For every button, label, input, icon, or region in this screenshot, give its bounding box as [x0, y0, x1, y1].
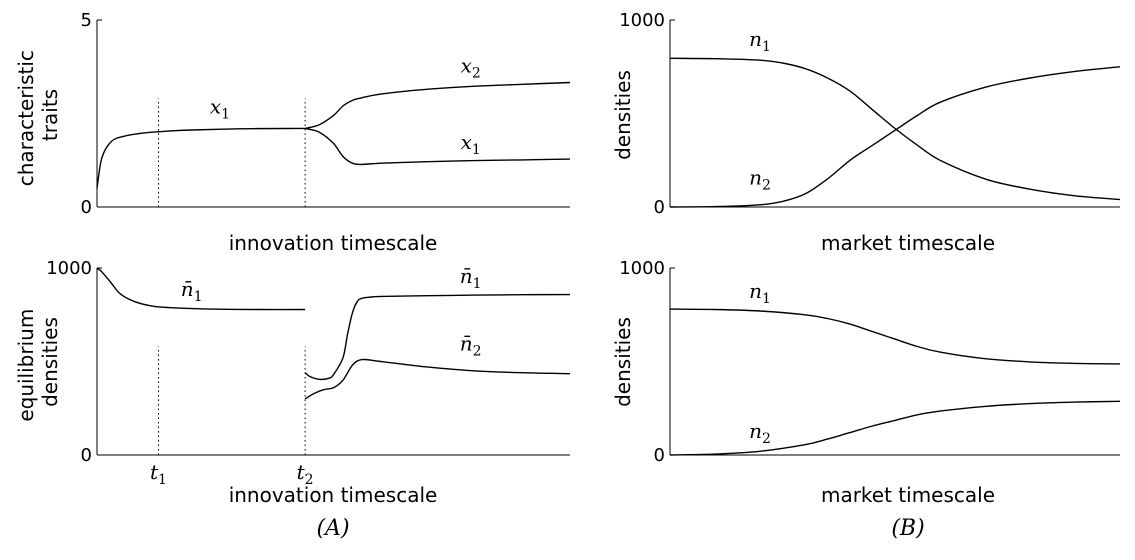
- x-axis-label-equilibrium: innovation timescale: [229, 483, 438, 507]
- y-tick-label: 0: [81, 197, 92, 218]
- x-axis-label-traits: innovation timescale: [229, 231, 438, 255]
- series-annotation: x1: [210, 95, 230, 123]
- series-line-n1: [669, 308, 1121, 365]
- series-line-n̄1: [96, 267, 306, 311]
- plot-layer: 0 5 x1 x2 x1 0 1000 n̄1 n̄1 n̄2 t1 t2 0 1000 n1 n2 0 1000…: [46, 10, 1121, 488]
- y-tick-label: 0: [81, 445, 92, 466]
- series-line-n2: [669, 66, 1121, 208]
- y-axis-label-line: densities: [38, 317, 62, 407]
- x-tick-label: t2: [297, 460, 314, 488]
- series-line-n̄2: [304, 358, 571, 400]
- panel-market-top: densities market timescale: [611, 70, 995, 255]
- y-tick-label: 0: [654, 445, 665, 466]
- series-annotation: n̄2: [460, 331, 482, 359]
- panel-label-b: (B): [891, 516, 924, 541]
- series-annotation: n̄1: [181, 277, 203, 305]
- series-annotation: x2: [461, 53, 481, 81]
- series-line-n1: [669, 57, 1121, 201]
- y-axis-label-market-top: densities: [611, 70, 635, 160]
- x-tick-label: t1: [150, 460, 167, 488]
- panel-market-bottom: densities market timescale (B): [611, 317, 995, 541]
- x-axis-label-market-bottom: market timescale: [821, 483, 995, 507]
- y-tick-label: 5: [81, 10, 92, 31]
- y-axis-label-line: traits: [38, 89, 62, 141]
- series-annotation: n1: [749, 27, 771, 55]
- y-axis-label-line: characteristic: [14, 50, 38, 186]
- panel-label-a: (A): [316, 516, 349, 541]
- y-axis-label-equilibrium: equilibrium densities: [14, 302, 62, 421]
- series-line-n̄1: [304, 293, 571, 381]
- series-line-x1: [304, 127, 571, 166]
- y-axis-label-traits: characteristic traits: [14, 44, 62, 187]
- panel-equilibrium: equilibrium densities innovation timesca…: [14, 302, 438, 541]
- panel-traits: characteristic traits innovation timesca…: [14, 44, 438, 255]
- y-axis-label-line: equilibrium: [14, 309, 38, 422]
- y-tick-label: 1000: [619, 258, 665, 279]
- y-tick-label: 1000: [46, 258, 92, 279]
- y-tick-label: 0: [654, 197, 665, 218]
- series-annotation: x1: [461, 130, 481, 158]
- series-line-x1: [96, 127, 306, 189]
- series-line-x2: [304, 81, 571, 130]
- series-annotation: n̄1: [460, 264, 482, 292]
- series-annotation: n2: [749, 166, 771, 194]
- x-axis-label-market-top: market timescale: [821, 231, 995, 255]
- series-annotation: n1: [749, 279, 771, 307]
- y-axis-label-market-bottom: densities: [611, 317, 635, 407]
- y-tick-label: 1000: [619, 10, 665, 31]
- series-annotation: n2: [749, 419, 771, 447]
- series-line-n2: [669, 400, 1121, 456]
